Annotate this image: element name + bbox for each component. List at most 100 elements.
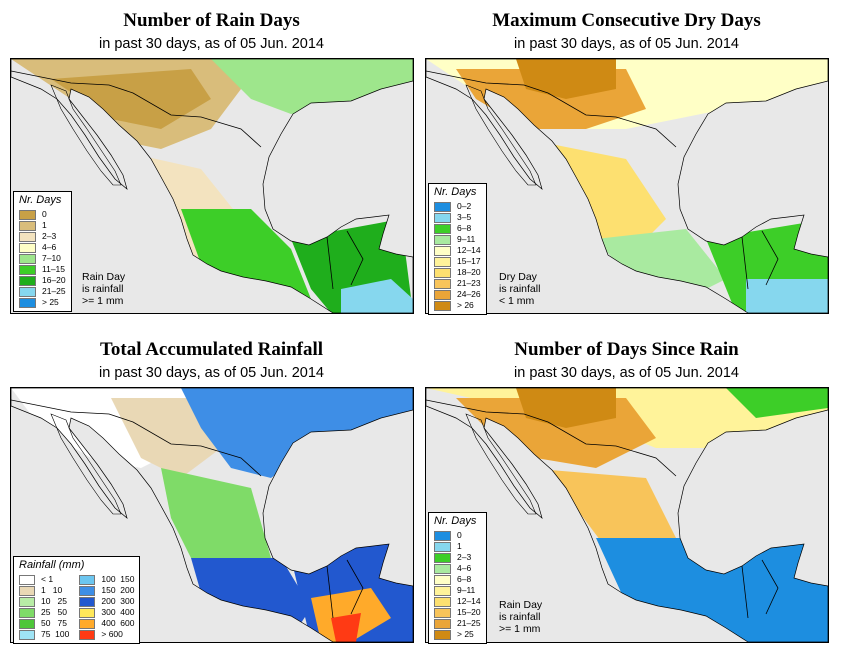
map-zone bbox=[746, 279, 828, 313]
coastline-gulf bbox=[50, 413, 122, 515]
legend-label: 25 50 bbox=[41, 607, 67, 617]
legend-col-right: 100 150 150 200 200 300 300 400 400 600 > 600 bbox=[79, 574, 134, 640]
legend-item: 200 300 bbox=[79, 596, 134, 607]
legend-label: 100 150 bbox=[101, 574, 135, 584]
legend-label: 6–8 bbox=[457, 574, 472, 584]
legend-items: 0–2 3–5 6–8 9–11 12–14 15–17 18–20 21–23 24–26 > … bbox=[434, 201, 481, 311]
legend-item: 7–10 bbox=[19, 253, 66, 264]
legend-swatch bbox=[434, 530, 451, 541]
legend-item: 15–20 bbox=[434, 607, 481, 618]
note-line: Dry Day bbox=[499, 271, 537, 283]
legend-item: 12–14 bbox=[434, 596, 481, 607]
legend-label: 10 25 bbox=[41, 596, 67, 606]
legend-label: 1 bbox=[457, 541, 462, 551]
panel-rain-days: Number of Rain Days in past 30 days, as … bbox=[0, 0, 423, 329]
legend-item: > 25 bbox=[434, 629, 481, 640]
map-zone bbox=[596, 229, 726, 299]
legend-item: 15–17 bbox=[434, 256, 481, 267]
legend-item: 10 25 bbox=[19, 596, 69, 607]
map-zone bbox=[516, 59, 616, 99]
legend-item: 21–25 bbox=[19, 286, 66, 297]
legend-swatch bbox=[434, 278, 451, 289]
legend-swatch bbox=[434, 300, 451, 311]
legend-label: 18–20 bbox=[457, 267, 481, 277]
legend-label: 16–20 bbox=[42, 275, 66, 285]
legend-item: 9–11 bbox=[434, 234, 481, 245]
legend-swatch bbox=[19, 596, 35, 607]
legend-label: 6–8 bbox=[457, 223, 472, 233]
map-note: Rain Day is rainfall >= 1 mm bbox=[499, 599, 542, 635]
legend-title: Nr. Days bbox=[434, 186, 477, 198]
legend-item: 21–23 bbox=[434, 278, 481, 289]
legend-swatch bbox=[19, 618, 35, 629]
country-borders bbox=[426, 399, 779, 619]
legend-item: 24–26 bbox=[434, 289, 481, 300]
legend-swatch bbox=[434, 245, 451, 256]
map-zone bbox=[516, 388, 616, 428]
legend-label: 4–6 bbox=[457, 563, 472, 573]
legend-item: 400 600 bbox=[79, 618, 134, 629]
legend-label: 50 75 bbox=[41, 618, 67, 628]
legend-label: > 25 bbox=[457, 629, 474, 639]
legend-label: 300 400 bbox=[101, 607, 135, 617]
legend-item: 0 bbox=[19, 209, 66, 220]
map-zone bbox=[181, 388, 413, 478]
legend-label: 2–3 bbox=[457, 552, 472, 562]
legend-swatch bbox=[19, 275, 36, 286]
note-line: >= 1 mm bbox=[82, 295, 124, 307]
legend-item: 0 bbox=[434, 530, 481, 541]
legend-swatch bbox=[434, 541, 451, 552]
legend-label: 75 100 bbox=[41, 629, 70, 639]
legend-label: 12–14 bbox=[457, 596, 481, 606]
panel-title: Number of Rain Days bbox=[123, 10, 300, 31]
map-zone bbox=[111, 398, 221, 478]
map-note: Dry Day is rainfall < 1 mm bbox=[499, 271, 540, 307]
legend-label: 0 bbox=[42, 209, 47, 219]
legend-swatch bbox=[79, 629, 96, 640]
legend-item: 4–6 bbox=[434, 563, 481, 574]
legend-items: 0 1 2–3 4–6 6–8 9–11 12–14 15–20 21–25 > 25 bbox=[434, 530, 481, 640]
legend-item: 1 bbox=[434, 541, 481, 552]
legend: Nr. Days 0 1 2–3 4–6 7–10 11–15 16–20 21–25 > 25 bbox=[13, 191, 72, 312]
panel-days-since-rain: Number of Days Since Rain in past 30 day… bbox=[415, 329, 838, 658]
legend-label: 15–17 bbox=[457, 256, 481, 266]
legend-swatch bbox=[434, 234, 451, 245]
legend-label: 150 200 bbox=[101, 585, 135, 595]
panel-max-dry-days: Maximum Consecutive Dry Days in past 30 … bbox=[415, 0, 838, 329]
note-line: < 1 mm bbox=[499, 295, 535, 307]
legend-label: 1 bbox=[42, 220, 47, 230]
legend-swatch bbox=[19, 242, 36, 253]
note-line: Rain Day bbox=[499, 599, 543, 611]
legend-item: 16–20 bbox=[19, 275, 66, 286]
map-rain-days bbox=[10, 58, 414, 314]
legend-swatch bbox=[19, 231, 36, 242]
country-borders bbox=[11, 399, 364, 619]
legend-swatch bbox=[19, 264, 36, 275]
legend-label: 9–11 bbox=[457, 234, 476, 244]
legend-item: 100 150 bbox=[79, 574, 134, 585]
map-zone bbox=[341, 279, 413, 313]
legend-item: > 25 bbox=[19, 297, 66, 308]
legend-label: 7–10 bbox=[42, 253, 61, 263]
legend-swatch bbox=[79, 618, 96, 629]
coastline-gulf bbox=[50, 84, 122, 186]
legend-label: 0–2 bbox=[457, 201, 472, 211]
legend-item: 25 50 bbox=[19, 607, 69, 618]
legend-item: 2–3 bbox=[19, 231, 66, 242]
map-zone bbox=[211, 59, 413, 114]
country-borders bbox=[11, 70, 364, 290]
legend-label: 11–15 bbox=[42, 264, 66, 274]
legend-swatch bbox=[79, 596, 96, 607]
panel-subtitle: in past 30 days, as of 05 Jun. 2014 bbox=[99, 36, 324, 52]
legend-item: 3–5 bbox=[434, 212, 481, 223]
legend-item: 1 10 bbox=[19, 585, 69, 596]
legend-item: 6–8 bbox=[434, 223, 481, 234]
coastline bbox=[426, 59, 828, 313]
legend-swatch bbox=[79, 585, 96, 596]
country-borders bbox=[426, 70, 779, 290]
legend-swatch bbox=[19, 209, 36, 220]
legend-label: > 600 bbox=[101, 629, 123, 639]
legend-label: 4–6 bbox=[42, 242, 57, 252]
